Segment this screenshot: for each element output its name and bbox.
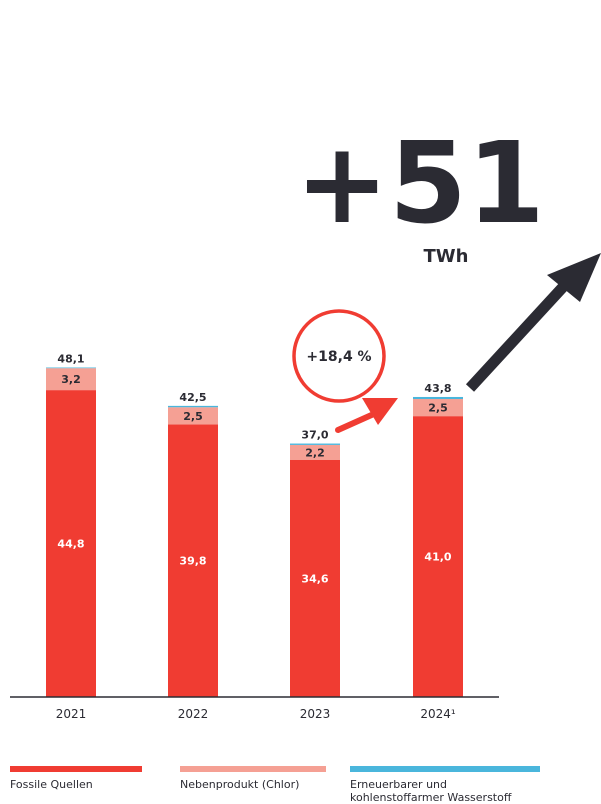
bar-segment-2-3 [290,444,340,460]
headline-value: +51 [295,119,545,249]
bar-segment-1-3 [290,459,340,697]
bar-segment-3-1 [46,367,96,369]
data-label-byproduct-1: 3,2 [61,373,81,386]
data-label-total-2: 42,5 [179,391,206,404]
growth-arrow-red [335,410,379,433]
legend-swatch-renewable [350,766,540,772]
growth-arrow-red-head [362,398,398,425]
data-label-fossil-2: 39,8 [179,555,206,568]
bar-segment-2-4 [413,399,463,417]
trend-arrow-dark-head [547,253,601,302]
bar-segment-1-4 [413,416,463,697]
bar-segment-3-2 [168,405,218,408]
legend-label-renewable: Erneuerbarer und kohlenstoffarmer Wasser… [350,778,512,804]
legend-swatch-fossil [10,766,142,772]
growth-label: +18,4 % [306,349,371,365]
legend-item-renewable: Erneuerbarer und kohlenstoffarmer Wasser… [350,766,540,804]
data-label-fossil-4: 41,0 [424,551,451,564]
bar-segment-3-4 [413,396,463,400]
legend-item-fossil: Fossile Quellen [10,766,142,791]
trend-arrow-dark [465,283,568,392]
bar-segment-2-1 [46,368,96,391]
x-tick-label-4: 2024¹ [420,707,456,721]
legend-swatch-byproduct [180,766,326,772]
headline-unit: TWh [424,246,469,267]
x-tick-label-1: 2021 [56,707,87,721]
data-label-byproduct-2: 2,5 [183,410,203,423]
x-tick-label-3: 2023 [300,707,331,721]
data-label-fossil-1: 44,8 [57,538,84,551]
growth-circle [292,309,386,403]
legend-label-byproduct: Nebenprodukt (Chlor) [180,778,300,791]
bar-segment-3-3 [290,443,340,445]
x-tick-label-2: 2022 [178,707,209,721]
data-label-fossil-3: 34,6 [301,572,328,585]
data-label-byproduct-4: 2,5 [428,402,448,415]
data-label-byproduct-3: 2,2 [305,446,325,459]
legend-item-byproduct: Nebenprodukt (Chlor) [180,766,326,791]
bars-layer: 44,8 3,2 48,1 2021 39,8 2,5 42,5 2022 34,6 2,2 37,… [46,353,463,721]
bar-segment-1-2 [168,424,218,697]
bar-segment-2-2 [168,407,218,425]
data-label-total-4: 43,8 [424,382,451,395]
bar-segment-1-1 [46,390,96,697]
data-label-total-1: 48,1 [57,353,84,366]
data-label-total-3: 37,0 [301,429,328,442]
legend-label-fossil: Fossile Quellen [10,778,93,791]
